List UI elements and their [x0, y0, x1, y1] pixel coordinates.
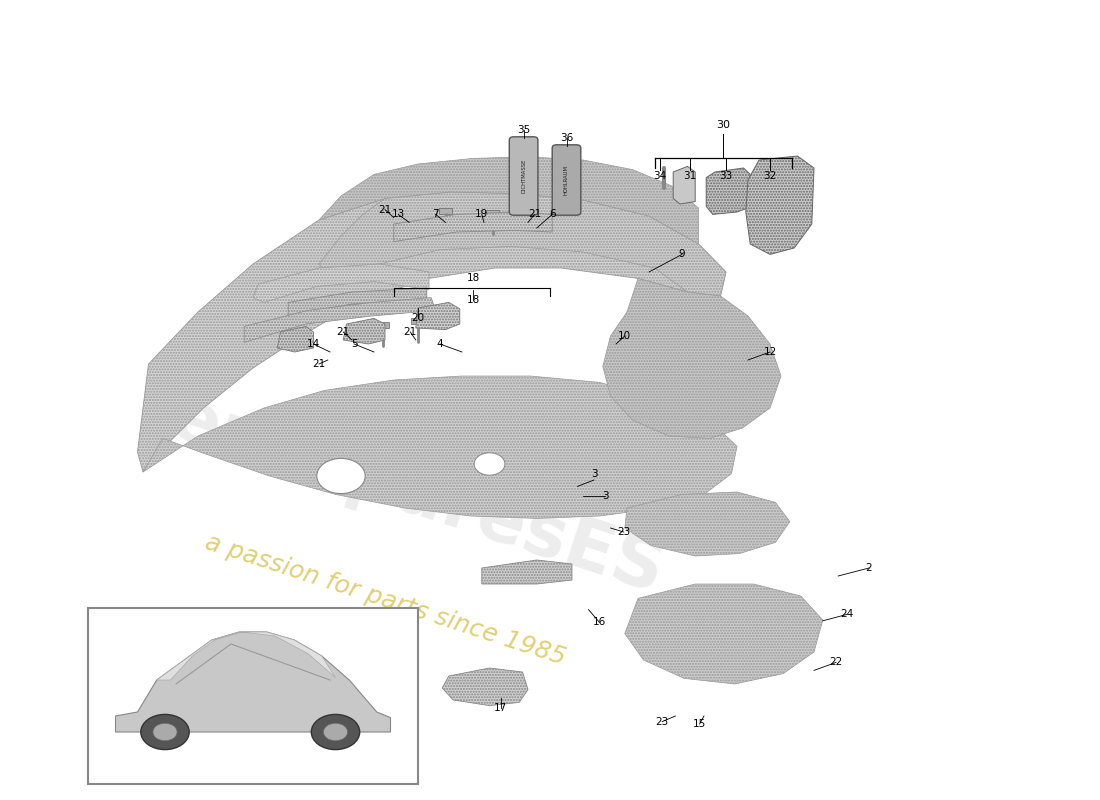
Text: 21: 21: [378, 205, 392, 214]
Text: 22: 22: [829, 658, 843, 667]
Text: 35: 35: [517, 125, 530, 134]
Text: 24: 24: [840, 610, 854, 619]
Text: 10: 10: [618, 331, 631, 341]
Text: 33: 33: [719, 171, 733, 181]
Text: HOHLRAUM: HOHLRAUM: [564, 165, 569, 195]
Text: europaresES: europaresES: [163, 383, 673, 609]
Polygon shape: [603, 278, 781, 438]
Text: 19: 19: [475, 210, 488, 219]
Text: 2: 2: [866, 563, 872, 573]
Polygon shape: [746, 156, 814, 254]
Text: 13: 13: [392, 210, 405, 219]
Circle shape: [153, 723, 177, 741]
Polygon shape: [625, 492, 790, 556]
FancyBboxPatch shape: [509, 137, 538, 215]
Text: 21: 21: [528, 210, 541, 219]
Text: 17: 17: [494, 703, 507, 713]
Circle shape: [317, 458, 365, 494]
Polygon shape: [411, 318, 425, 324]
Polygon shape: [706, 168, 750, 214]
Polygon shape: [288, 288, 427, 316]
Polygon shape: [486, 210, 499, 216]
Text: 16: 16: [593, 618, 606, 627]
Text: 18: 18: [466, 295, 480, 305]
Circle shape: [474, 453, 505, 475]
Text: 3: 3: [591, 469, 597, 478]
Polygon shape: [394, 212, 552, 242]
Text: 21: 21: [337, 327, 350, 337]
Text: 14: 14: [307, 339, 320, 349]
Text: 23: 23: [617, 527, 630, 537]
Polygon shape: [343, 318, 385, 344]
Polygon shape: [157, 632, 336, 680]
Polygon shape: [439, 208, 452, 214]
Polygon shape: [244, 298, 436, 342]
Text: 31: 31: [683, 171, 696, 181]
FancyBboxPatch shape: [552, 145, 581, 215]
Polygon shape: [319, 192, 726, 296]
Polygon shape: [143, 376, 737, 518]
Text: a passion for parts since 1985: a passion for parts since 1985: [201, 530, 569, 670]
Text: 15: 15: [693, 719, 706, 729]
Circle shape: [141, 714, 189, 750]
Text: 4: 4: [437, 339, 443, 349]
Text: 9: 9: [679, 250, 685, 259]
Text: 32: 32: [763, 171, 777, 181]
Text: 5: 5: [351, 339, 358, 349]
Polygon shape: [442, 668, 528, 706]
Text: 21: 21: [404, 327, 417, 337]
Text: 36: 36: [560, 133, 573, 142]
Text: 18: 18: [466, 274, 480, 283]
Text: 34: 34: [653, 171, 667, 181]
Polygon shape: [673, 166, 695, 204]
Polygon shape: [625, 584, 823, 684]
Polygon shape: [116, 632, 390, 732]
FancyBboxPatch shape: [88, 608, 418, 784]
Circle shape: [323, 723, 348, 741]
Polygon shape: [376, 322, 389, 328]
Polygon shape: [277, 326, 313, 352]
Text: 23: 23: [656, 717, 669, 726]
Text: DICHTMASSE: DICHTMASSE: [521, 159, 526, 193]
Polygon shape: [482, 560, 572, 584]
Text: 30: 30: [716, 120, 730, 130]
Polygon shape: [253, 264, 429, 302]
Circle shape: [311, 714, 360, 750]
Text: 12: 12: [763, 347, 777, 357]
Polygon shape: [138, 192, 726, 472]
Text: 21: 21: [312, 359, 326, 369]
Polygon shape: [416, 302, 460, 330]
Text: 20: 20: [411, 314, 425, 323]
Text: 6: 6: [549, 210, 556, 219]
Text: 3: 3: [602, 491, 608, 501]
Text: 7: 7: [432, 210, 439, 219]
Polygon shape: [319, 157, 698, 244]
